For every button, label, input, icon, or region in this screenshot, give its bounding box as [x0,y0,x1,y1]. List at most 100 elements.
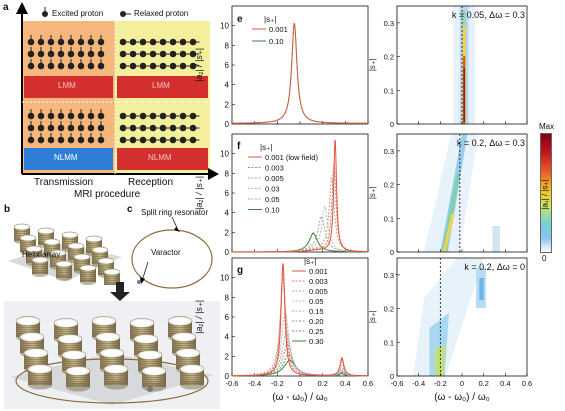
x-tick-label: 0.6 [522,379,532,388]
proton-icon [139,136,147,144]
proton-icon [159,112,167,120]
y-tick-label: 0 [390,248,394,257]
proton-icon [27,38,35,46]
proton-icon [87,62,95,70]
proton-icon [159,124,167,132]
helix-coil [27,364,53,390]
y-tick-label: 0 [225,372,230,381]
proton-icon [149,50,157,58]
proton-icon [77,38,85,46]
chart-f: 0 2 4 6 8 10 |a₁| / |s₊| |s₊|0.001 (low field) 0… [194,133,369,257]
helix-coil [85,235,103,257]
proton-icon [47,50,55,58]
map-h: 0 0.1 0.2 0.3 |s₊| k = 0.05, Δω = 0.3 [368,5,528,129]
y-tick-label: 0.3 [384,271,394,280]
proton-icon [67,62,75,70]
proton-icon [179,50,187,58]
y-tick-label: 0.1 [384,214,394,223]
right-nlmm-label: NLMM [148,153,172,162]
proton-icon [27,50,35,58]
proton-icon [47,38,55,46]
helix-coil [55,260,73,282]
helix-array-image [8,223,122,285]
y-tick-label: 0 [225,248,230,257]
x-tick-label: -0.2 [271,379,284,388]
legend-item-label: 0.005 [265,174,284,183]
proton-icon [97,136,105,144]
map-i: 0 0.1 0.2 0.3 |s₊| k = 0.2, Δω = 0.3 [368,133,528,257]
proton-icon [149,38,157,46]
left-lmm-block [24,76,113,98]
x-tick-label: -0.6 [391,379,404,388]
proton-icon [77,124,85,132]
y-tick-label: 0.2 [384,305,394,314]
helix-coil [19,234,37,256]
proton-icon [27,124,35,132]
y-tick-label: 10 [220,274,229,283]
proton-icon [67,50,75,58]
series-line [232,205,369,253]
helix-coil [65,366,91,392]
helix-coil [61,231,79,253]
right-lmm-label: LMM [152,81,170,90]
helix-coil [103,268,121,285]
proton-icon [37,112,45,120]
x-label-transmission: Transmission [34,177,94,188]
y-axis-label: |a₁| / |s₊| [194,300,204,334]
proton-icon [37,136,45,144]
proton-icon [87,136,95,144]
y-axis-label: |s₊| [368,187,377,199]
y-axis-label: |s₊| [368,311,377,323]
proton-icon [139,38,147,46]
proton-icon [57,124,65,132]
series-line [231,272,368,377]
helix-coil [103,364,129,390]
proton-icon [57,62,65,70]
panel-b-letter: b [4,204,11,215]
x-tick-label: 0 [460,379,464,388]
proton-icon [169,50,177,58]
excited-proton-icon [42,7,48,17]
legend-item-label: 0.15 [309,307,324,316]
legend-title: |s₊| [304,257,316,266]
proton-icon [87,112,95,120]
helix-coil [49,249,67,271]
proton-icon [67,124,75,132]
proton-icon [179,38,187,46]
x-tick-label: -0.4 [412,379,425,388]
legend-item-label: 0.001 [309,267,328,276]
legend-item-label: 0.003 [265,164,284,173]
legend-title: |s₊| [264,15,276,24]
series-line [231,331,368,377]
proton-icon [159,50,167,58]
proton-icon [97,38,105,46]
y-tick-label: 4 [225,333,230,342]
proton-icon [57,50,65,58]
proton-icon [169,62,177,70]
y-tick-label: 0.2 [384,53,394,62]
proton-icon [119,136,127,144]
proton-icon [77,112,85,120]
map-title: k = 0.05, Δω = 0.3 [452,10,525,20]
down-arrow-icon [110,282,130,301]
split-ring-label: Split ring resonator [141,208,209,217]
y-tick-label: 6 [225,189,230,198]
chart-e: 0 2 4 6 8 10 |a₁| / |s₊| |s₊|0.001 0.10 [194,5,369,129]
colorbar-min-label: 0 [542,254,547,263]
series-line [232,263,368,377]
series-line [232,23,368,124]
y-axis-label: |s₊| [368,59,377,71]
proton-icon [67,38,75,46]
y-tick-label: 4 [225,81,230,90]
series-line [231,279,369,377]
colorbar-label: |a₁| / |s₊| [540,179,550,210]
left-nlmm-label: NLMM [54,153,78,162]
proton-icon [169,38,177,46]
metamaterial-image [4,301,220,409]
left-nlmm-block [24,148,113,170]
y-tick-label: 0.2 [384,181,394,190]
legend-item-label: 0.005 [309,287,328,296]
relaxed-proton-icon [120,11,131,17]
y-tick-label: 0.3 [384,147,394,156]
y-axis-label: |a₁| / |s₊| [194,176,204,210]
